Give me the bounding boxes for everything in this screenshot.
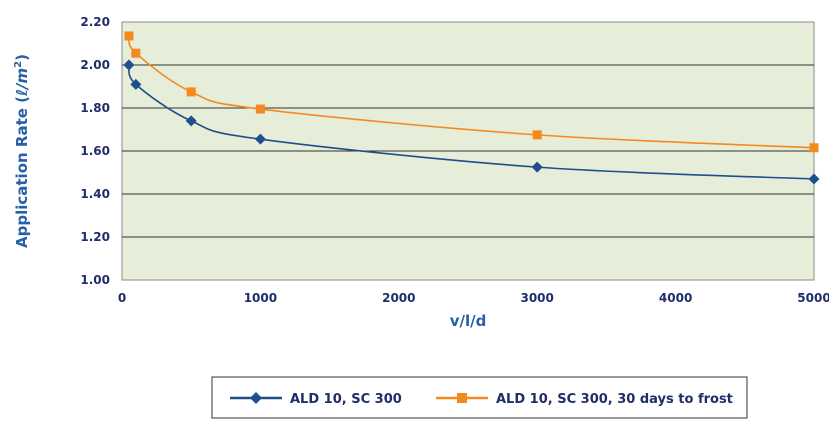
data-point (185, 115, 197, 127)
x-axis-ticks: 0 1000 2000 3000 4000 5000 (118, 291, 829, 305)
data-point (531, 161, 543, 173)
data-point (532, 130, 542, 140)
y-tick-label: 1.80 (80, 101, 110, 115)
grid-lines (122, 64, 814, 238)
series-layer (123, 31, 820, 185)
y-tick-label: 2.20 (80, 15, 110, 29)
x-tick-label: 4000 (659, 291, 692, 305)
y-axis-ticks: 1.00 1.20 1.40 1.60 1.80 2.00 2.20 (80, 15, 110, 287)
legend-marker-series-2 (457, 393, 467, 403)
y-tick-label: 1.60 (80, 144, 110, 158)
legend-label-series-2: ALD 10, SC 300, 30 days to frost (496, 392, 733, 407)
x-tick-label: 1000 (244, 291, 277, 305)
series-2 (124, 31, 819, 153)
x-axis-label: v/l/d (450, 312, 487, 330)
y-axis-label-unit: ℓ/m (13, 68, 31, 97)
data-point (809, 143, 819, 153)
series-line (128, 64, 815, 180)
y-axis-label-close: ) (13, 54, 31, 61)
y-tick-label: 2.00 (80, 58, 110, 72)
x-tick-label: 5000 (797, 291, 829, 305)
data-point (130, 78, 142, 90)
legend-label-series-1: ALD 10, SC 300 (290, 392, 402, 407)
data-point (254, 133, 266, 145)
data-point (131, 48, 141, 58)
y-tick-label: 1.40 (80, 187, 110, 201)
data-point (808, 173, 820, 185)
legend-marker-series-1 (250, 392, 262, 404)
x-tick-label: 2000 (382, 291, 415, 305)
y-tick-label: 1.00 (80, 273, 110, 287)
data-point (255, 104, 265, 114)
series-1 (123, 59, 820, 185)
data-point (186, 87, 196, 97)
y-axis-label: Application Rate (ℓ/m2) (13, 54, 31, 248)
x-tick-label: 3000 (520, 291, 553, 305)
legend: ALD 10, SC 300 ALD 10, SC 300, 30 days t… (211, 376, 748, 419)
y-tick-label: 1.20 (80, 230, 110, 244)
data-point (124, 31, 134, 41)
x-tick-label: 0 (118, 291, 126, 305)
y-axis-label-main: Application Rate ( (13, 96, 31, 248)
y-axis-label-sup: 2 (13, 61, 24, 68)
data-point (123, 59, 135, 71)
